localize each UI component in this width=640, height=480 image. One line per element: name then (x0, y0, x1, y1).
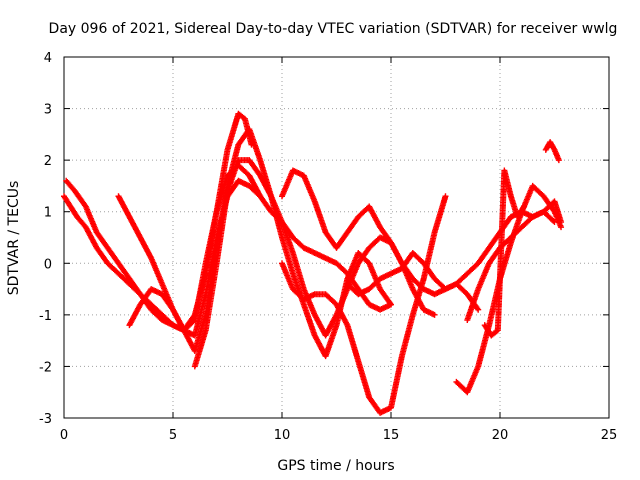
y-axis-ticks: -3 -2 -1 0 1 2 3 4 (39, 51, 609, 427)
y-tick-label: -3 (39, 412, 52, 427)
series-arc10 (464, 198, 565, 324)
x-axis-label: GPS time / hours (277, 458, 394, 474)
data-point (475, 306, 482, 313)
y-tick-label: -1 (39, 309, 52, 324)
data-point (550, 217, 557, 224)
x-tick-label: 25 (601, 428, 618, 443)
y-tick-label: 1 (44, 206, 52, 221)
x-tick-label: 20 (492, 428, 509, 443)
series-arc7 (279, 193, 449, 416)
data-point (388, 301, 394, 308)
chart-title: Day 096 of 2021, Sidereal Day-to-day VTE… (49, 21, 618, 37)
data-point (558, 219, 565, 226)
data-point (442, 193, 449, 200)
x-axis-ticks: 0 5 10 15 20 25 (60, 57, 617, 443)
y-axis-label: SDTVAR / TECUs (6, 181, 22, 296)
data-point (558, 224, 565, 231)
y-tick-label: 4 (44, 51, 52, 66)
series-arc2 (115, 162, 394, 334)
series-arc8 (344, 208, 558, 298)
x-tick-label: 10 (274, 428, 291, 443)
data-point (387, 300, 394, 307)
series-arc11 (481, 167, 527, 339)
y-tick-label: -2 (39, 360, 52, 375)
data-point (520, 204, 527, 211)
y-tick-label: 0 (44, 257, 52, 272)
plot-frame (63, 56, 610, 419)
data-point (257, 193, 264, 200)
data-point (255, 192, 262, 199)
data-point (431, 311, 438, 318)
y-tick-label: 3 (44, 103, 52, 118)
data-point (555, 157, 562, 164)
y-tick-label: 2 (44, 154, 52, 169)
x-tick-label: 15 (383, 428, 400, 443)
series-arc12 (542, 139, 562, 164)
data-point (474, 305, 481, 312)
data-marks (61, 110, 565, 416)
x-tick-label: 5 (169, 428, 177, 443)
grid (64, 57, 609, 418)
x-tick-label: 0 (60, 428, 68, 443)
data-point (520, 203, 527, 210)
series-arc3 (63, 177, 264, 339)
